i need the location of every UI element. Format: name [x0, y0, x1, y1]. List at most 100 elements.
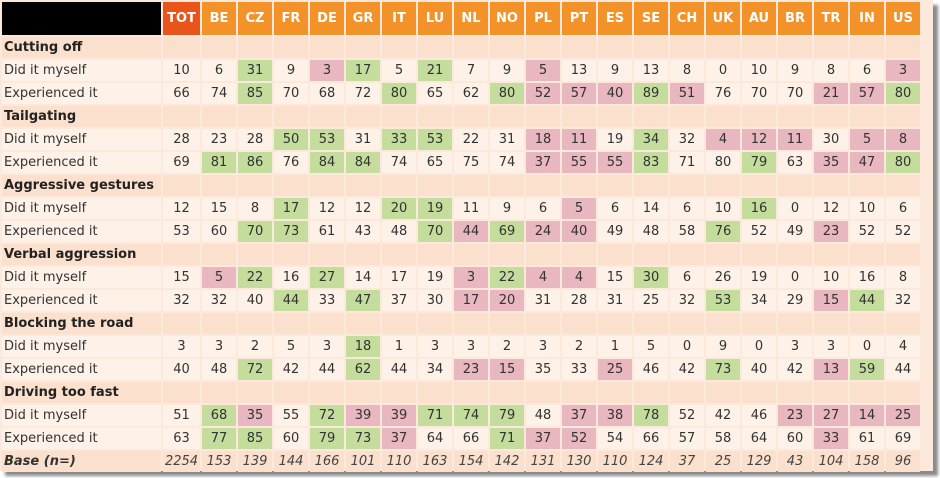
section-spacer-cell: [310, 106, 344, 127]
section-spacer-cell: [382, 37, 416, 58]
section-spacer-cell: [814, 313, 848, 334]
section-spacer-cell: [490, 382, 524, 403]
value-cell-low: 4: [706, 129, 740, 150]
section-spacer-cell: [346, 382, 380, 403]
value-cell-low: 55: [598, 152, 632, 173]
value-cell: 10: [742, 60, 776, 81]
section-spacer-cell: [346, 37, 380, 58]
value-cell: 60: [274, 428, 308, 449]
value-cell: 52: [850, 221, 884, 242]
value-cell-low: 37: [526, 428, 560, 449]
value-cell: 34: [742, 290, 776, 311]
value-cell-high: 86: [238, 152, 272, 173]
section-spacer-cell: [886, 175, 920, 196]
table-row: Did it myself 28 23 28 50 53 31 33 53 22 31 18 11 19 3…: [2, 129, 920, 150]
value-cell-high: 59: [850, 359, 884, 380]
value-cell: 65: [418, 152, 452, 173]
column-header-lu: LU: [418, 2, 452, 35]
value-cell: 8: [238, 198, 272, 219]
value-cell-low: 57: [850, 83, 884, 104]
value-cell-low: 25: [598, 359, 632, 380]
section-spacer-cell: [490, 313, 524, 334]
table-row: Experienced it 69 81 86 76 84 84 74 65 75 74 37 55 55…: [2, 152, 920, 173]
value-cell-high: 22: [238, 267, 272, 288]
section-spacer-cell: [202, 382, 236, 403]
value-cell-high: 16: [742, 198, 776, 219]
section-spacer-cell: [274, 175, 308, 196]
section-spacer-cell: [310, 313, 344, 334]
value-cell: 35: [526, 359, 560, 380]
value-cell-high: 68: [202, 405, 236, 426]
section-spacer-cell: [454, 37, 488, 58]
value-cell: 66: [454, 428, 488, 449]
section-spacer-cell: [670, 244, 704, 265]
value-cell: 57: [670, 428, 704, 449]
value-cell-high: 73: [274, 221, 308, 242]
table-row: Experienced it 40 48 72 42 44 62 44 34 23 15 35 33 25…: [2, 359, 920, 380]
value-cell: 80: [706, 152, 740, 173]
value-cell-high: 81: [202, 152, 236, 173]
value-cell-high: 73: [706, 359, 740, 380]
value-cell-high: 84: [310, 152, 344, 173]
section-spacer-cell: [706, 175, 740, 196]
column-header-in: IN: [850, 2, 884, 35]
section-header-row: Verbal aggression: [2, 244, 920, 265]
base-count-cell: 130: [562, 451, 596, 472]
value-cell: 44: [310, 359, 344, 380]
value-cell: 63: [778, 152, 812, 173]
value-cell: 68: [310, 83, 344, 104]
value-cell-low: 27: [814, 405, 848, 426]
value-cell-low: 38: [598, 405, 632, 426]
section-title: Cutting off: [2, 37, 161, 58]
section-title: Tailgating: [2, 106, 161, 127]
value-cell: 15: [163, 267, 200, 288]
value-cell-low: 18: [526, 129, 560, 150]
column-header-se: SE: [634, 2, 668, 35]
section-spacer-cell: [418, 244, 452, 265]
value-cell: 44: [382, 359, 416, 380]
section-spacer-cell: [778, 37, 812, 58]
value-cell-high: 71: [490, 428, 524, 449]
value-cell-high: 78: [634, 405, 668, 426]
value-cell: 52: [670, 405, 704, 426]
section-spacer-cell: [598, 313, 632, 334]
value-cell-low: 4: [526, 267, 560, 288]
section-spacer-cell: [706, 244, 740, 265]
value-cell: 61: [310, 221, 344, 242]
value-cell-low: 52: [526, 83, 560, 104]
section-spacer-cell: [562, 244, 596, 265]
value-cell: 33: [562, 359, 596, 380]
value-cell-low: 11: [778, 129, 812, 150]
value-cell-high: 74: [454, 405, 488, 426]
value-cell-low: 11: [562, 129, 596, 150]
value-cell: 30: [418, 290, 452, 311]
value-cell: 40: [238, 290, 272, 311]
section-header-row: Aggressive gestures: [2, 175, 920, 196]
section-spacer-cell: [526, 382, 560, 403]
value-cell-low: 39: [382, 405, 416, 426]
section-spacer-cell: [238, 313, 272, 334]
value-cell: 31: [490, 129, 524, 150]
value-cell: 28: [163, 129, 200, 150]
value-cell: 26: [706, 267, 740, 288]
value-cell-high: 47: [346, 290, 380, 311]
base-count-cell: 104: [814, 451, 848, 472]
section-title: Driving too fast: [2, 382, 161, 403]
section-spacer-cell: [814, 382, 848, 403]
value-cell: 10: [706, 198, 740, 219]
table-row: Did it myself 15 5 22 16 27 14 17 19 3 22 4 4 15 30 6 26…: [2, 267, 920, 288]
value-cell: 11: [454, 198, 488, 219]
value-cell-low: 47: [850, 152, 884, 173]
section-spacer-cell: [598, 382, 632, 403]
value-cell: 42: [670, 359, 704, 380]
value-cell: 40: [742, 359, 776, 380]
section-spacer-cell: [274, 106, 308, 127]
value-cell: 0: [778, 267, 812, 288]
value-cell: 3: [202, 336, 236, 357]
base-count-cell: 154: [454, 451, 488, 472]
section-spacer-cell: [778, 106, 812, 127]
base-row: Base (n=) 2254 153 139 144 166 101 110 163 154 142…: [2, 451, 920, 472]
section-spacer-cell: [274, 37, 308, 58]
value-cell: 32: [163, 290, 200, 311]
value-cell: 70: [778, 83, 812, 104]
